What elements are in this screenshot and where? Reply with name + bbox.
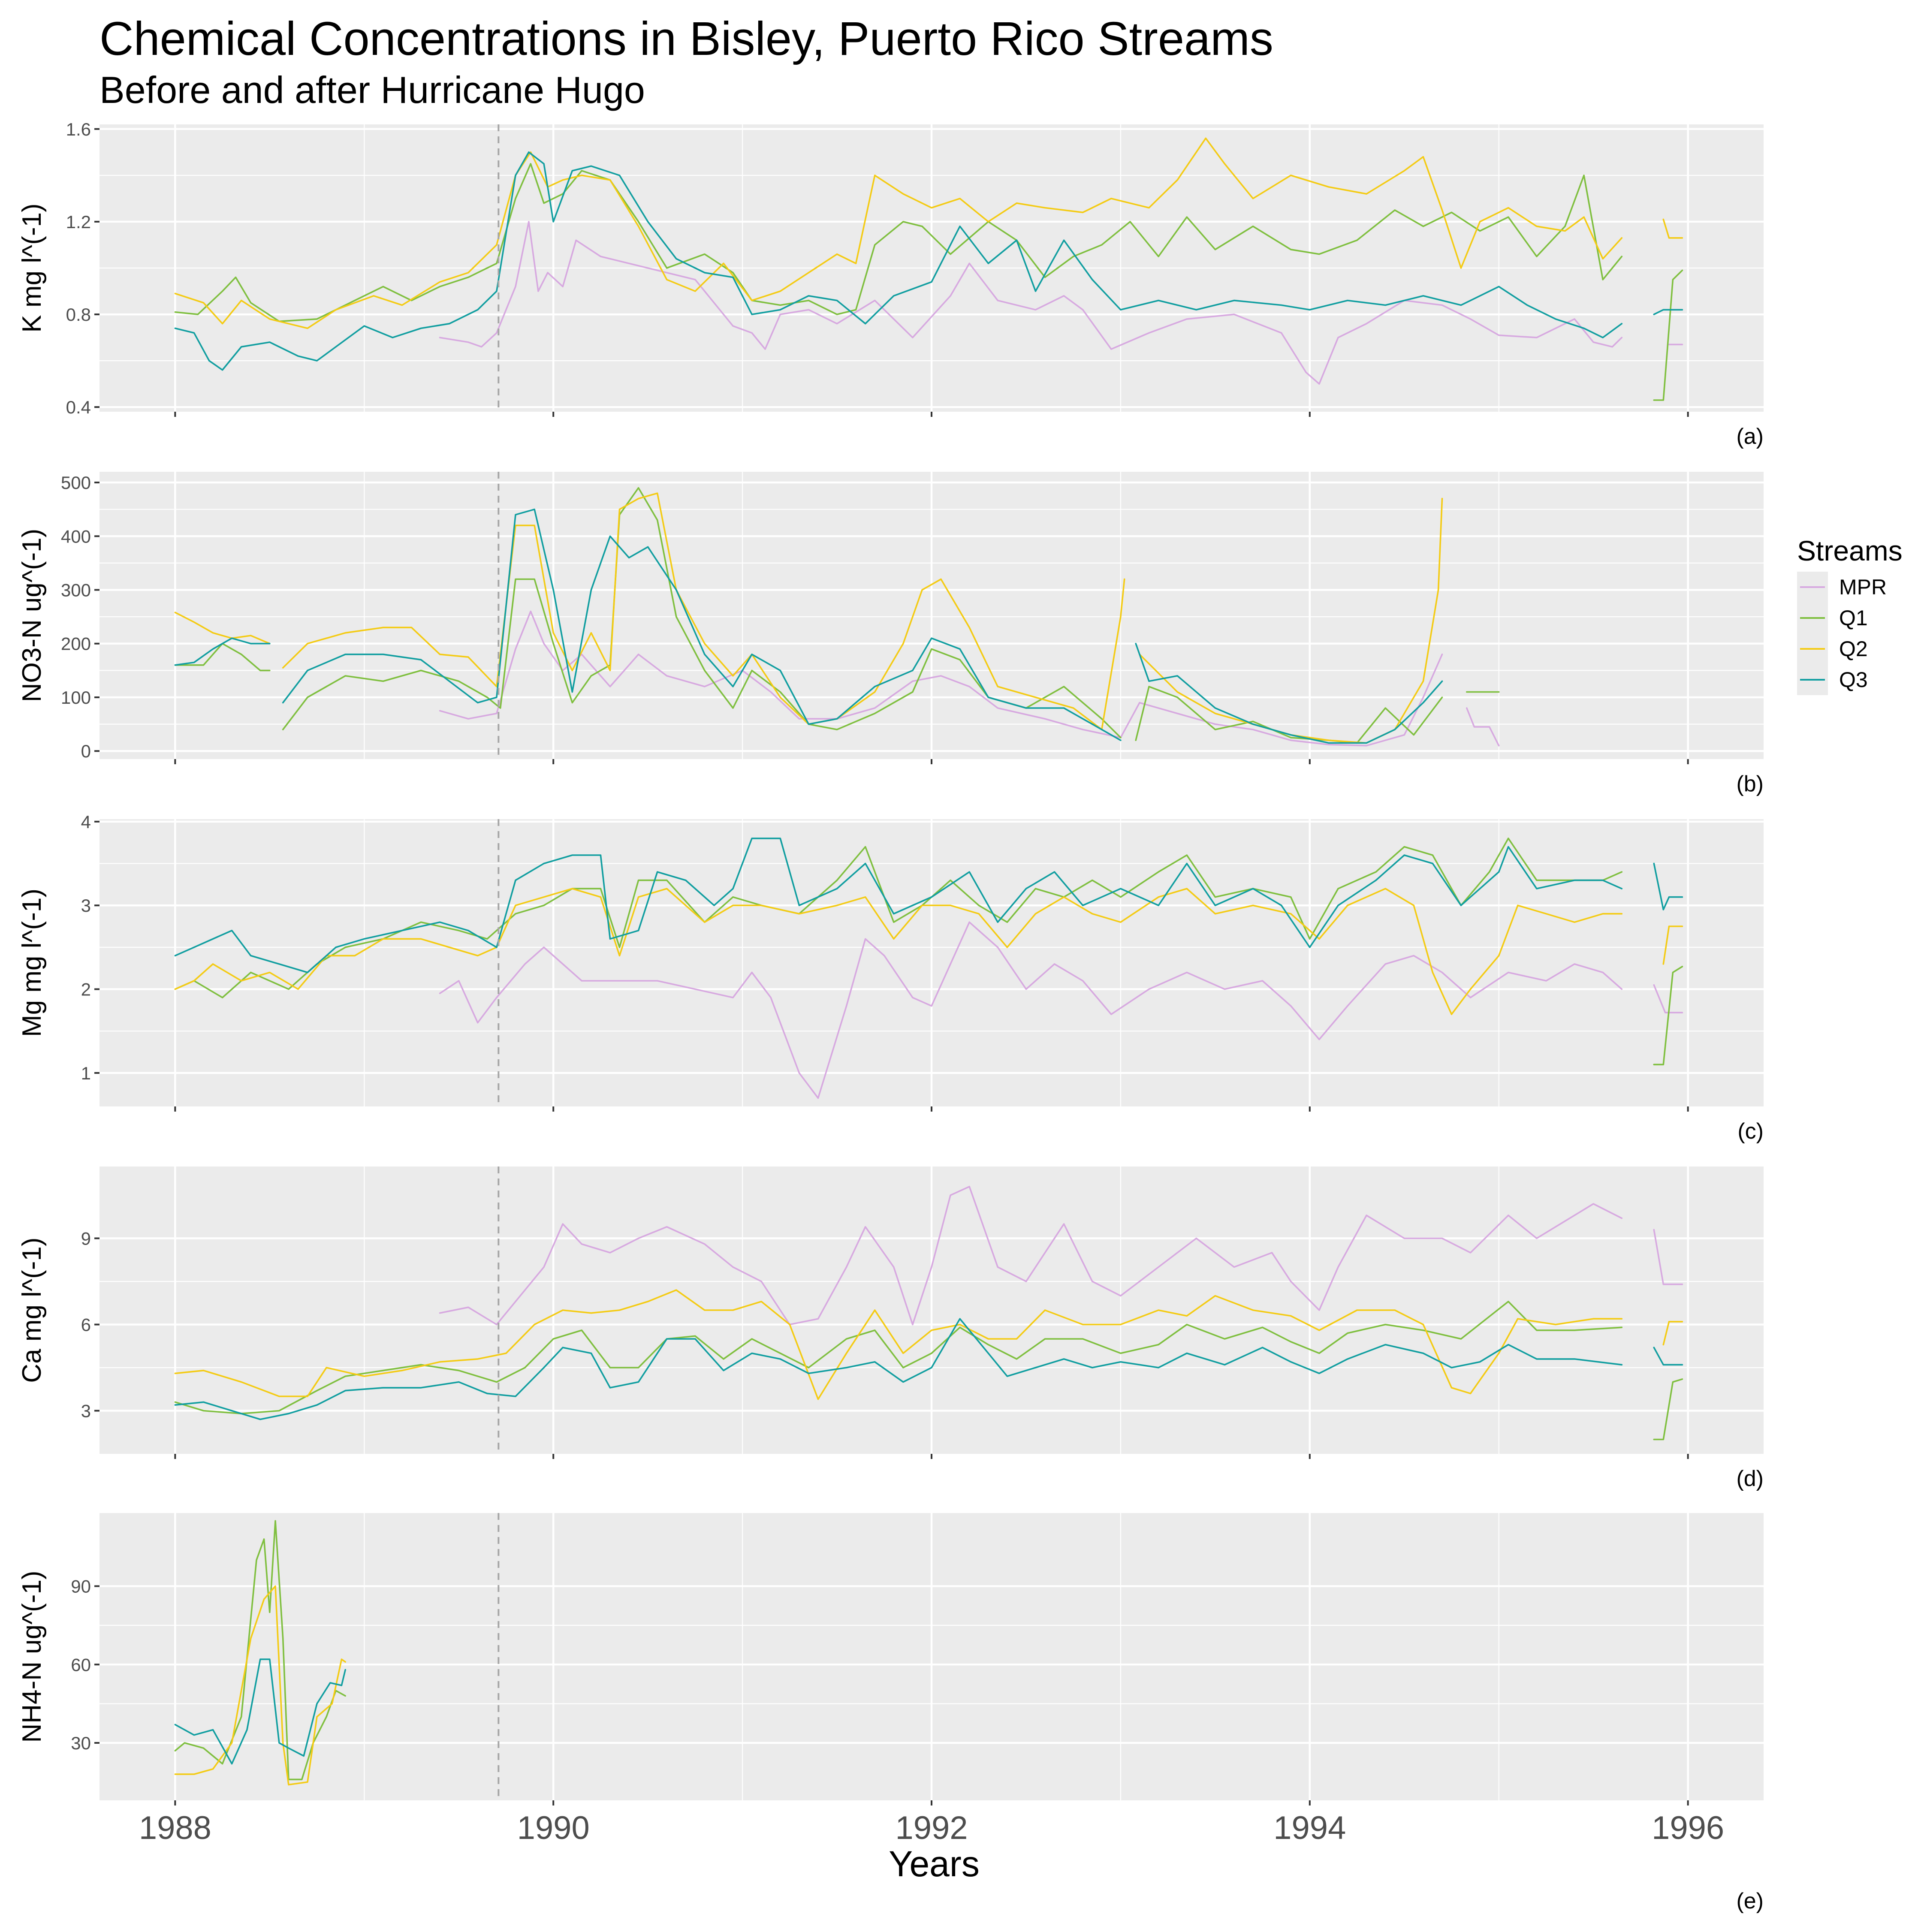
series-line-q3 [174,151,1623,371]
series-line-q3 [1135,642,1443,744]
y-tick-label: 3 [81,1401,91,1421]
y-tick-label: 3 [81,895,91,916]
series-line-q1 [1653,1378,1683,1441]
x-tick-label: 1994 [1273,1810,1346,1846]
y-tick-label: 1.2 [66,212,91,232]
y-tick-label: 1.6 [66,119,91,139]
panel-5: 30 60 90 NH4-N ug^(-1) (e) [17,1513,1764,1914]
series-line-mpr [1653,984,1683,1013]
panel-tag: (b) [1736,772,1764,796]
series-line-q3 [174,637,271,666]
chart-title: Chemical Concentrations in Bisley, Puert… [100,12,1273,65]
series-line-q2 [1662,1321,1683,1346]
x-axis: 1988 1990 1992 1994 1996 [139,1810,1724,1846]
panel-2: 0 100 200 300 400 500 NO3-N ug^(-1) (b) [17,472,1764,796]
y-tick-label: 200 [61,634,91,654]
y-tick-label: 4 [81,812,91,832]
series-line-q2 [174,1289,1623,1400]
y-tick-label: 1 [81,1063,91,1083]
y-axis-label: NH4-N ug^(-1) [17,1570,47,1742]
y-tick-label: 90 [71,1576,91,1597]
panel-1: 0.4 0.8 1.2 1.6 K mg l^(-1) (a) [17,119,1764,449]
series-line-q2 [174,137,1623,329]
y-tick-label: 0 [81,741,91,761]
y-tick-label: 2 [81,980,91,1000]
series-line-mpr [1466,707,1500,747]
series-line-q3 [174,838,1623,974]
x-tick-label: 1990 [517,1810,590,1846]
series-line-q1 [174,838,1623,998]
y-axis-label: Ca mg l^(-1) [17,1237,47,1383]
series-line-q3 [174,1658,346,1765]
legend-item-q3: Q3 [1797,664,1868,695]
series-line-q2 [174,888,1623,1015]
y-tick-label: 60 [71,1655,91,1675]
y-tick-label: 100 [61,687,91,708]
panel-tag: (d) [1736,1466,1764,1491]
panel-3: 1 2 3 4 Mg mg l^(-1) (c) [17,812,1764,1144]
chart-subtitle: Before and after Hurricane Hugo [100,69,645,111]
legend-item-mpr: MPR [1797,572,1887,603]
series-line-q1 [174,1520,346,1781]
panel-4: 3 6 9 Ca mg l^(-1) (d) [17,1166,1764,1491]
series-line-mpr [439,221,1623,385]
series-line-q1 [174,1301,1623,1414]
y-tick-label: 0.8 [66,304,91,325]
panel-tag: (c) [1737,1119,1764,1144]
series-line-q2 [174,1585,346,1786]
series-line-q3 [1653,309,1683,315]
series-line-q3 [174,1318,1623,1420]
series-line-mpr [1653,1229,1683,1285]
series-line-mpr [439,921,1623,1099]
legend-item-q1: Q1 [1797,603,1868,633]
y-tick-label: 30 [71,1733,91,1753]
series-line-q2 [174,612,271,645]
panels-group: 0.4 0.8 1.2 1.6 K mg l^(-1) (a) 0 100 200 300 400 5… [17,119,1764,1914]
x-tick-label: 1992 [895,1810,968,1846]
series-line-q1 [1653,966,1683,1066]
legend-label: Q3 [1839,668,1868,692]
series-line-q1 [282,487,1122,738]
x-tick-label: 1996 [1652,1810,1724,1846]
legend: Streams MPR Q1 Q2 Q3 [1797,535,1903,695]
series-line-q2 [1662,218,1683,239]
series-line-q3 [1653,1347,1683,1366]
panel-tag: (e) [1736,1889,1764,1914]
legend-item-q2: Q2 [1797,633,1868,664]
y-tick-label: 9 [81,1229,91,1249]
series-line-q2 [1662,925,1683,965]
y-tick-label: 300 [61,580,91,600]
series-line-q3 [1653,862,1683,910]
legend-title: Streams [1797,535,1903,567]
panel-tag: (a) [1736,424,1764,449]
y-axis-label: Mg mg l^(-1) [17,889,47,1037]
series-line-mpr [439,610,1443,747]
y-tick-label: 6 [81,1315,91,1335]
y-tick-label: 500 [61,473,91,493]
legend-label: Q1 [1839,606,1868,630]
series-line-q1 [174,163,1623,323]
series-line-q2 [1139,497,1443,744]
y-tick-label: 0.4 [66,397,91,417]
x-tick-label: 1988 [139,1810,211,1846]
series-line-mpr [439,1186,1623,1326]
series-line-q1 [174,642,271,672]
y-axis-label: NO3-N ug^(-1) [17,529,47,702]
series-line-q1 [1653,269,1683,401]
legend-label: MPR [1839,575,1887,599]
legend-label: Q2 [1839,637,1868,661]
y-tick-label: 400 [61,526,91,546]
series-line-q3 [282,508,1122,741]
x-axis-label: Years [889,1844,980,1884]
y-axis-label: K mg l^(-1) [17,203,47,332]
series-line-q1 [1135,686,1443,744]
